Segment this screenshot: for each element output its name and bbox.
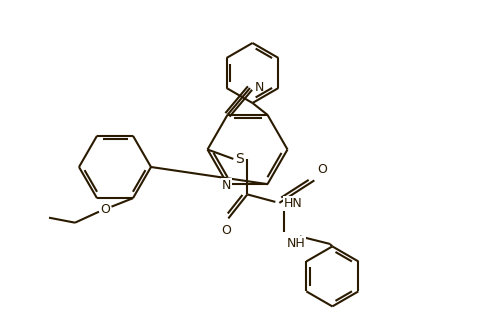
Text: NH: NH — [286, 237, 305, 250]
Text: S: S — [236, 152, 244, 166]
Text: O: O — [100, 203, 110, 216]
Text: N: N — [255, 80, 265, 94]
Text: O: O — [221, 224, 231, 237]
Text: HN: HN — [284, 197, 303, 210]
Text: N: N — [222, 179, 231, 192]
Text: O: O — [318, 164, 327, 176]
